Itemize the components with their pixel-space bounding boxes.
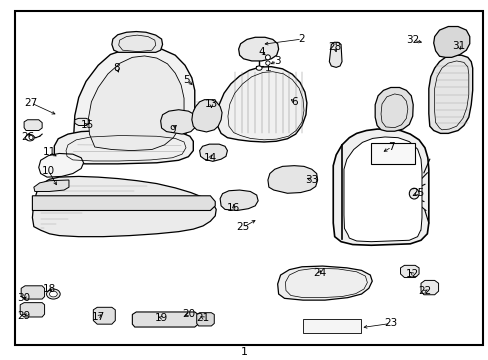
- Text: 18: 18: [43, 284, 56, 294]
- Text: 11: 11: [43, 147, 56, 157]
- Text: 5: 5: [183, 75, 190, 85]
- Text: 2: 2: [298, 34, 305, 44]
- Ellipse shape: [256, 66, 262, 70]
- Text: 21: 21: [196, 313, 209, 323]
- Text: 16: 16: [227, 203, 240, 213]
- Text: 31: 31: [451, 41, 465, 50]
- Polygon shape: [199, 144, 227, 161]
- Text: 23: 23: [384, 319, 397, 328]
- Polygon shape: [400, 265, 418, 278]
- Polygon shape: [112, 32, 162, 52]
- Bar: [303, 319, 360, 333]
- Polygon shape: [132, 312, 198, 327]
- Text: 17: 17: [91, 312, 104, 322]
- Polygon shape: [343, 137, 421, 242]
- Polygon shape: [88, 56, 183, 150]
- Text: 10: 10: [42, 166, 55, 176]
- Polygon shape: [32, 196, 215, 211]
- Polygon shape: [332, 129, 428, 245]
- Polygon shape: [39, 153, 83, 177]
- Polygon shape: [54, 130, 193, 164]
- Polygon shape: [32, 176, 216, 237]
- Bar: [370, 143, 414, 164]
- Ellipse shape: [408, 188, 418, 199]
- Text: 32: 32: [405, 35, 419, 45]
- Text: 1: 1: [241, 347, 247, 357]
- Polygon shape: [20, 303, 44, 317]
- Text: 26: 26: [21, 132, 34, 142]
- Polygon shape: [433, 27, 469, 57]
- Polygon shape: [74, 47, 194, 156]
- Ellipse shape: [25, 134, 34, 141]
- Ellipse shape: [49, 291, 57, 297]
- Text: 12: 12: [405, 269, 419, 279]
- Polygon shape: [93, 307, 115, 324]
- Text: 24: 24: [312, 268, 325, 278]
- Polygon shape: [21, 286, 44, 299]
- Polygon shape: [374, 87, 412, 131]
- Text: 28: 28: [327, 42, 341, 51]
- Polygon shape: [75, 118, 89, 126]
- Text: 14: 14: [203, 153, 217, 163]
- Polygon shape: [196, 313, 214, 326]
- Polygon shape: [329, 42, 341, 67]
- Polygon shape: [428, 55, 472, 134]
- Text: 22: 22: [417, 286, 430, 296]
- Text: 30: 30: [18, 293, 31, 303]
- Text: 9: 9: [169, 125, 175, 135]
- Polygon shape: [267, 166, 317, 193]
- Text: 8: 8: [113, 63, 120, 73]
- Text: 15: 15: [81, 120, 94, 130]
- Text: 20: 20: [182, 310, 195, 319]
- Text: 19: 19: [155, 313, 168, 323]
- Polygon shape: [277, 266, 371, 300]
- Polygon shape: [24, 120, 42, 131]
- Text: 7: 7: [387, 142, 394, 152]
- Text: 25: 25: [236, 222, 249, 232]
- Text: 6: 6: [290, 97, 297, 107]
- Text: 13: 13: [204, 99, 218, 109]
- Polygon shape: [191, 100, 222, 132]
- Polygon shape: [34, 180, 69, 192]
- Polygon shape: [238, 37, 278, 61]
- Text: 3: 3: [273, 56, 280, 66]
- Ellipse shape: [265, 55, 270, 60]
- Polygon shape: [160, 110, 196, 134]
- Polygon shape: [420, 280, 438, 295]
- Text: 4: 4: [258, 47, 265, 57]
- Polygon shape: [217, 67, 306, 142]
- Text: 25: 25: [410, 188, 424, 198]
- Text: 27: 27: [24, 98, 38, 108]
- Ellipse shape: [46, 289, 60, 299]
- Polygon shape: [220, 190, 258, 211]
- Text: 33: 33: [305, 175, 318, 185]
- Text: 29: 29: [18, 311, 31, 320]
- Ellipse shape: [265, 61, 269, 65]
